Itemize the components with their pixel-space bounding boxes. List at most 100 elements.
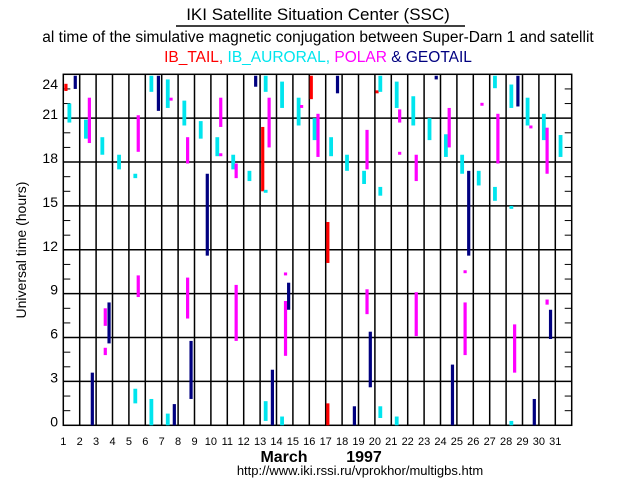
interval-bar	[414, 292, 418, 337]
interval-bar	[545, 299, 549, 305]
x-tick-label: 8	[175, 436, 181, 448]
interval-bar	[87, 97, 91, 144]
interval-bar	[532, 398, 536, 426]
interval-bar	[335, 75, 340, 94]
legend-ib-tail: IB_TAIL,	[164, 49, 223, 66]
interval-bar	[378, 75, 383, 92]
interval-bar	[509, 420, 514, 426]
y-tick-labels: 0 3 6 9 12 15 18 21 24	[42, 76, 58, 429]
interval-bar	[231, 154, 236, 170]
interval-bar	[398, 109, 402, 123]
interval-bar	[326, 403, 330, 426]
interval-bar	[133, 173, 138, 179]
interval-bar	[189, 340, 193, 399]
interval-bar	[219, 97, 223, 127]
interval-bar	[117, 154, 121, 170]
interval-bar	[296, 97, 301, 126]
interval-bar	[234, 163, 238, 179]
x-tick-label: 4	[109, 436, 115, 448]
interval-bar	[444, 134, 448, 157]
interval-bar	[283, 272, 288, 276]
series-ib-tail	[64, 75, 379, 426]
legend-ib-auroral: IB_AURORAL,	[228, 49, 331, 66]
interval-bar	[234, 284, 238, 341]
interval-bar	[467, 170, 471, 256]
x-axis-month: March	[260, 449, 307, 466]
interval-bar	[509, 205, 514, 209]
interval-bar	[316, 113, 320, 157]
x-tick-label: 2	[77, 436, 83, 448]
interval-bar	[378, 186, 383, 196]
interval-bar	[309, 75, 313, 100]
interval-bar	[326, 222, 330, 263]
interval-bar	[480, 102, 484, 106]
interval-bar	[394, 81, 399, 108]
y-tick-label: 0	[50, 413, 58, 429]
interval-bar	[329, 137, 334, 157]
interval-bar	[73, 75, 77, 89]
interval-bar	[460, 154, 465, 174]
interval-bar	[496, 113, 500, 164]
interval-bar	[529, 125, 533, 129]
interval-bar	[287, 282, 291, 310]
chart-title: IKI Satellite Situation Center (SSC)	[186, 5, 450, 24]
x-tick-label: 29	[516, 436, 528, 448]
interval-bar	[103, 347, 107, 356]
x-tick-label: 9	[191, 436, 197, 448]
legend-polar: POLAR	[334, 49, 387, 66]
interval-bar	[263, 189, 268, 193]
interval-bar	[133, 388, 138, 404]
x-tick-label: 26	[467, 436, 479, 448]
interval-bar	[509, 84, 514, 108]
x-tick-label: 3	[93, 436, 99, 448]
interval-bar	[136, 275, 140, 298]
x-tick-label: 10	[205, 436, 217, 448]
interval-bar	[411, 96, 416, 126]
interval-bar	[165, 413, 170, 426]
interval-bar	[107, 302, 111, 344]
interval-bar	[362, 170, 366, 184]
interval-bar	[447, 107, 451, 148]
interval-bar	[375, 90, 379, 94]
data-marks	[64, 75, 563, 426]
x-tick-label: 24	[434, 436, 446, 448]
x-tick-label: 12	[238, 436, 250, 448]
interval-bar	[493, 75, 497, 89]
interval-bar	[280, 81, 284, 108]
interval-bar	[463, 302, 467, 356]
y-tick-label: 18	[42, 150, 58, 166]
interval-bar	[516, 75, 520, 107]
x-tick-label: 14	[270, 436, 282, 448]
interval-bar	[136, 115, 140, 152]
interval-bar	[215, 137, 220, 157]
plot-frame	[62, 73, 573, 427]
interval-bar	[186, 277, 190, 319]
series-ib-auroral	[67, 75, 563, 426]
x-tick-label: 1	[60, 436, 66, 448]
interval-bar	[100, 137, 105, 155]
interval-bar	[263, 401, 268, 421]
x-tick-label: 13	[254, 436, 266, 448]
legend: IB_TAIL, IB_AURORAL, POLAR & GEOTAIL	[164, 49, 472, 66]
interval-bar	[312, 118, 317, 141]
interval-bar	[247, 170, 252, 182]
interval-bar	[414, 154, 418, 182]
interval-bar	[434, 75, 438, 80]
series-polar	[87, 97, 549, 373]
y-tick-label: 9	[50, 282, 58, 298]
interval-bar	[476, 170, 481, 186]
interval-bar	[548, 309, 553, 340]
interval-bar	[352, 406, 356, 426]
interval-bar	[345, 154, 349, 171]
x-tick-label: 6	[142, 436, 148, 448]
x-tick-label: 23	[418, 436, 430, 448]
interval-bar	[545, 127, 549, 174]
interval-bar	[169, 97, 173, 101]
interval-bar	[365, 129, 369, 170]
interval-bar	[283, 300, 288, 356]
interval-bar	[263, 75, 268, 92]
interval-bar	[149, 75, 154, 92]
interval-bar	[198, 121, 203, 139]
interval-bar	[280, 416, 284, 426]
